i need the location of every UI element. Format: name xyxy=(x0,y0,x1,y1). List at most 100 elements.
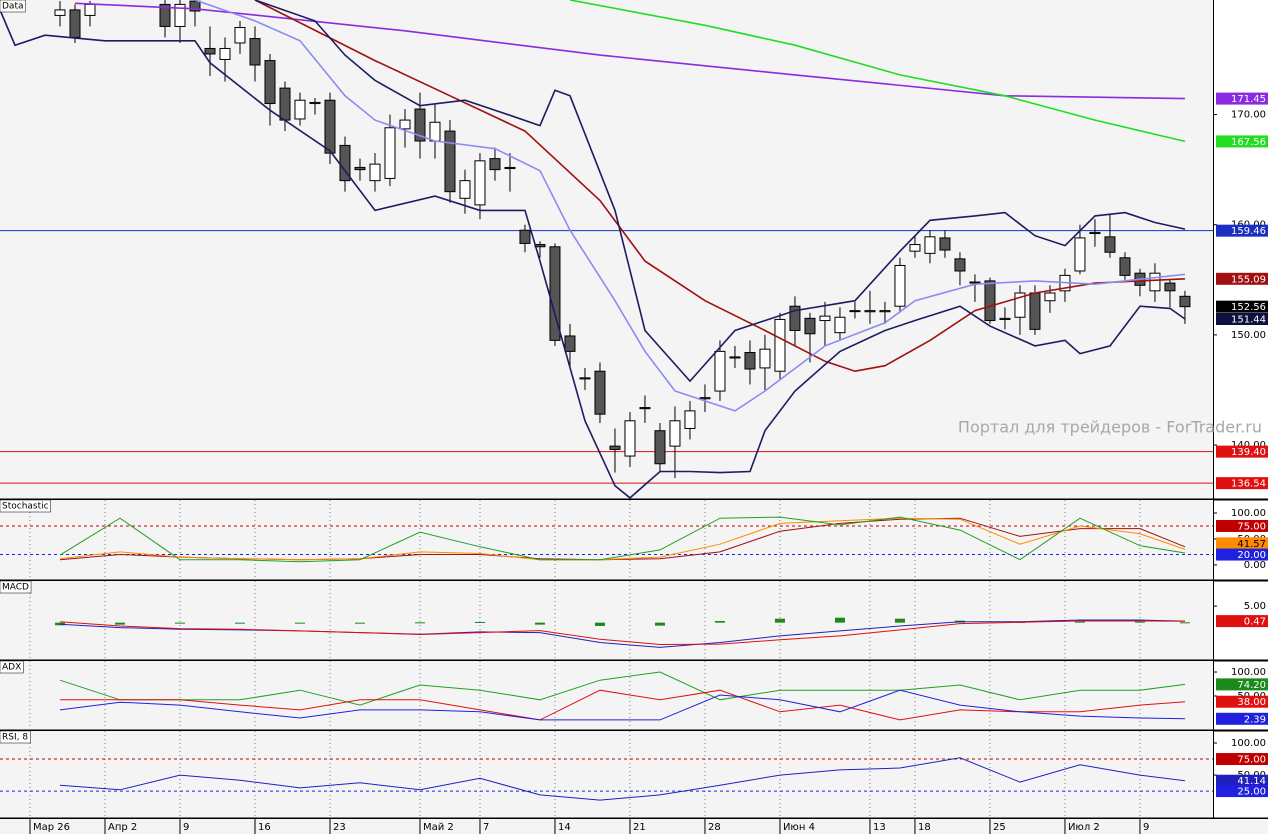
plot xyxy=(29,581,1190,660)
indicator-line xyxy=(59,671,1186,706)
indicator-line xyxy=(59,516,1186,563)
value-label: 74.20 xyxy=(1237,680,1266,691)
candle-body xyxy=(969,281,981,284)
candle-body xyxy=(459,180,471,199)
candle-body xyxy=(414,108,426,142)
x-tick-label: 28 xyxy=(708,822,721,833)
x-tick-label: 18 xyxy=(918,822,931,833)
x-tick-label: Мар 26 xyxy=(33,822,70,833)
candle-body xyxy=(744,351,756,370)
candle-body xyxy=(939,237,951,251)
x-tick-label: 9 xyxy=(1143,822,1149,833)
histogram-bar xyxy=(174,622,185,624)
indicator-line xyxy=(569,0,1186,143)
value-box xyxy=(1216,774,1268,787)
candle-body xyxy=(234,27,246,44)
x-tick-label: 7 xyxy=(483,822,489,833)
value-box xyxy=(1216,313,1268,326)
candle-body xyxy=(249,38,261,66)
x-tick-label: 14 xyxy=(558,822,571,833)
y-tick-label: 0.00 xyxy=(1244,560,1266,571)
watermark: Портал для трейдеров - ForTrader.ru xyxy=(958,418,1262,437)
candle-body xyxy=(819,315,831,322)
candle-body xyxy=(279,87,291,121)
candle-body xyxy=(504,166,516,170)
value-label: 139.40 xyxy=(1231,447,1266,458)
indicator-line xyxy=(254,0,1186,373)
candle-body xyxy=(69,9,81,38)
candle-body xyxy=(789,305,801,331)
candle-body xyxy=(804,317,816,335)
candle-body xyxy=(159,3,171,27)
candle-body xyxy=(204,47,216,55)
candle-body xyxy=(729,356,741,359)
y-tick-label: 100.00 xyxy=(1231,508,1266,519)
value-box xyxy=(1216,537,1268,550)
candle-body xyxy=(264,60,276,105)
panel-title: MACD xyxy=(2,583,29,593)
x-tick-label: 9 xyxy=(183,822,189,833)
value-box xyxy=(1216,477,1268,490)
indicator-line xyxy=(60,689,1186,721)
value-box xyxy=(1216,785,1268,798)
value-label: 20.00 xyxy=(1237,550,1266,561)
indicator-line xyxy=(59,757,1186,801)
panel-title-bg xyxy=(0,499,51,513)
candle-body xyxy=(774,318,786,372)
panel-bg xyxy=(0,500,1213,580)
indicator-line xyxy=(59,689,1186,721)
histogram-bar xyxy=(354,622,365,624)
candle-body xyxy=(1179,295,1191,308)
candle-body xyxy=(1164,282,1176,292)
y-tick-label: 170.00 xyxy=(1231,110,1266,121)
value-label: 152.56 xyxy=(1231,302,1266,313)
value-box xyxy=(1216,92,1268,105)
plot xyxy=(0,500,1213,580)
value-label: 25.00 xyxy=(1237,787,1266,798)
candle-body xyxy=(639,407,651,410)
x-tick-label: 21 xyxy=(633,822,646,833)
candle-body xyxy=(564,335,576,352)
candle-body xyxy=(984,280,996,322)
histogram-bar xyxy=(1179,622,1190,624)
value-label: 159.46 xyxy=(1231,226,1266,237)
candle-body xyxy=(489,158,501,171)
candle-body xyxy=(894,264,906,307)
y-tick-label: 140.00 xyxy=(1231,440,1266,451)
histogram-bar xyxy=(294,622,305,624)
candle-body xyxy=(864,310,876,313)
x-tick-label: 16 xyxy=(258,822,271,833)
indicator-line xyxy=(254,0,1186,383)
value-label: 151.44 xyxy=(1231,315,1266,326)
value-label: 0.47 xyxy=(1244,617,1266,628)
value-box xyxy=(1216,224,1268,237)
candle-body xyxy=(369,163,381,182)
histogram-bar xyxy=(594,622,605,626)
panel-title-bg xyxy=(0,730,31,744)
candle-body xyxy=(84,3,96,16)
value-label: 41.14 xyxy=(1237,776,1266,787)
histogram-bar xyxy=(1074,621,1085,623)
histogram-bar xyxy=(894,618,905,623)
histogram-bar xyxy=(234,622,245,624)
histogram-bar xyxy=(714,620,725,623)
candle-body xyxy=(624,420,636,457)
candle-body xyxy=(444,130,456,193)
value-box xyxy=(1216,519,1268,532)
candle-body xyxy=(294,99,306,120)
candle-body xyxy=(54,9,66,16)
value-box xyxy=(1216,615,1268,628)
value-box xyxy=(1216,300,1268,313)
value-label: 171.45 xyxy=(1231,94,1266,105)
candle-body xyxy=(654,430,666,465)
candle-body xyxy=(1029,292,1041,330)
x-tick-label: Июн 4 xyxy=(783,822,815,833)
x-tick-label: Июл 2 xyxy=(1068,822,1100,833)
value-label: 2.39 xyxy=(1244,714,1266,725)
y-tick-label: 100.00 xyxy=(1231,667,1266,678)
indicator-line xyxy=(59,517,1186,561)
candle-body xyxy=(354,166,366,171)
panel-bg xyxy=(0,0,1213,499)
histogram-bar xyxy=(414,622,425,624)
